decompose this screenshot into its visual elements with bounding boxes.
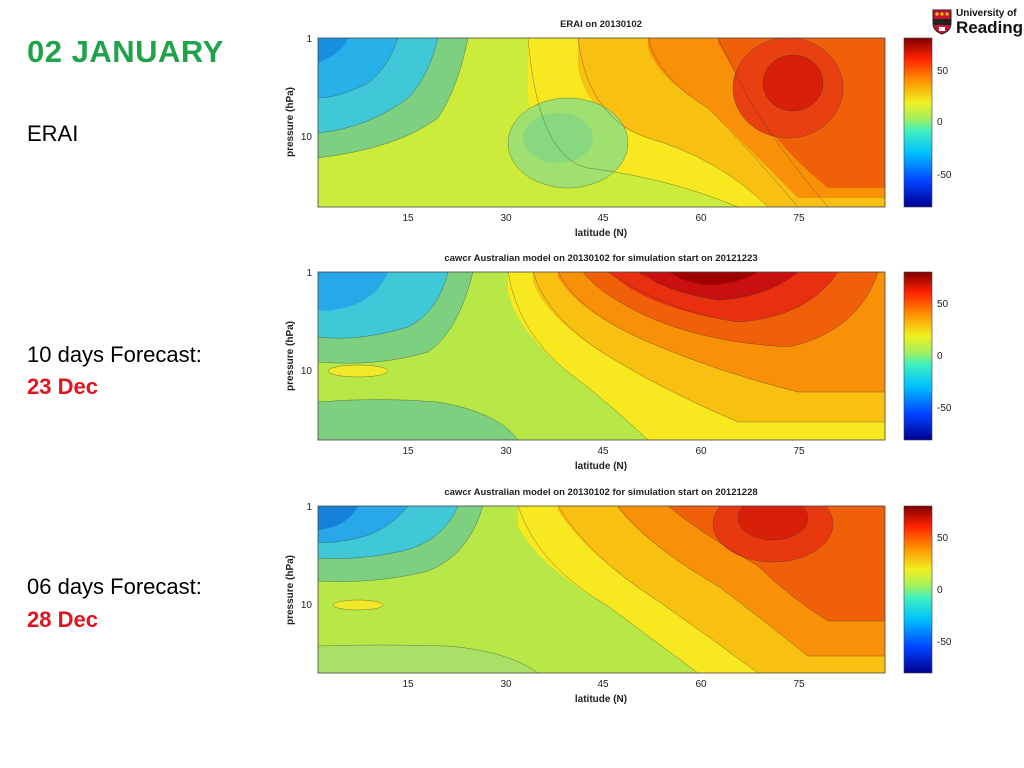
x-tick-60: 60 — [695, 446, 707, 457]
colorbar-3 — [903, 505, 933, 674]
chart-panel-3: cawcr Australian model on 20130102 for s… — [285, 487, 952, 705]
x-tick-75: 75 — [793, 679, 805, 690]
y-tick-10: 10 — [301, 600, 313, 611]
label-erai: ERAI — [27, 121, 79, 146]
label-06-day-date: 28 Dec — [27, 607, 98, 632]
x-axis-label-2: latitude (N) — [575, 461, 627, 472]
y-tick-1: 1 — [306, 268, 312, 279]
colorbar-tick-minus50: -50 — [937, 637, 952, 648]
y-tick-1: 1 — [306, 34, 312, 45]
plot-area-2 — [318, 272, 885, 440]
university-logo: University of Reading — [932, 6, 1024, 40]
chart-title-1: ERAI on 20130102 — [560, 19, 642, 30]
chart-title-3: cawcr Australian model on 20130102 for s… — [444, 487, 757, 498]
x-tick-60: 60 — [695, 679, 707, 690]
y-tick-1: 1 — [306, 502, 312, 513]
x-tick-30: 30 — [500, 446, 512, 457]
y-tick-10: 10 — [301, 132, 313, 143]
plot-area-3 — [318, 506, 885, 673]
y-axis-label-1: pressure (hPa) — [285, 87, 296, 157]
chart-panel-2: cawcr Australian model on 20130102 for s… — [285, 253, 952, 472]
x-tick-75: 75 — [793, 213, 805, 224]
x-tick-30: 30 — [500, 679, 512, 690]
colorbar-1 — [903, 37, 933, 208]
colorbar-2 — [903, 271, 933, 441]
colorbar-tick-0: 0 — [937, 351, 943, 362]
plot-area-1 — [318, 38, 885, 207]
y-axis-label-2: pressure (hPa) — [285, 321, 296, 391]
x-tick-15: 15 — [402, 213, 414, 224]
university-shield-icon — [932, 9, 952, 35]
logo-line1: University of — [956, 8, 1017, 19]
x-tick-45: 45 — [597, 213, 609, 224]
x-tick-45: 45 — [597, 679, 609, 690]
logo-line2: Reading — [956, 18, 1024, 37]
label-06-day-forecast: 06 days Forecast: — [27, 574, 202, 599]
x-axis-label-3: latitude (N) — [575, 694, 627, 705]
colorbar-tick-0: 0 — [937, 585, 943, 596]
colorbar-tick-minus50: -50 — [937, 170, 952, 181]
x-tick-15: 15 — [402, 679, 414, 690]
slide-title: 02 JANUARY — [27, 34, 224, 69]
colorbar-tick-50: 50 — [937, 533, 949, 544]
x-tick-75: 75 — [793, 446, 805, 457]
x-tick-30: 30 — [500, 213, 512, 224]
label-10-day-forecast: 10 days Forecast: — [27, 342, 202, 367]
label-10-day-date: 23 Dec — [27, 374, 98, 399]
colorbar-tick-50: 50 — [937, 299, 949, 310]
chart-panel-1: ERAI on 20130102 — [285, 19, 952, 239]
x-axis-label-1: latitude (N) — [575, 228, 627, 239]
y-tick-10: 10 — [301, 366, 313, 377]
chart-title-2: cawcr Australian model on 20130102 for s… — [444, 253, 757, 264]
y-axis-label-3: pressure (hPa) — [285, 555, 296, 625]
x-tick-60: 60 — [695, 213, 707, 224]
colorbar-tick-50: 50 — [937, 66, 949, 77]
colorbar-tick-0: 0 — [937, 117, 943, 128]
x-tick-15: 15 — [402, 446, 414, 457]
x-tick-45: 45 — [597, 446, 609, 457]
colorbar-tick-minus50: -50 — [937, 403, 952, 414]
